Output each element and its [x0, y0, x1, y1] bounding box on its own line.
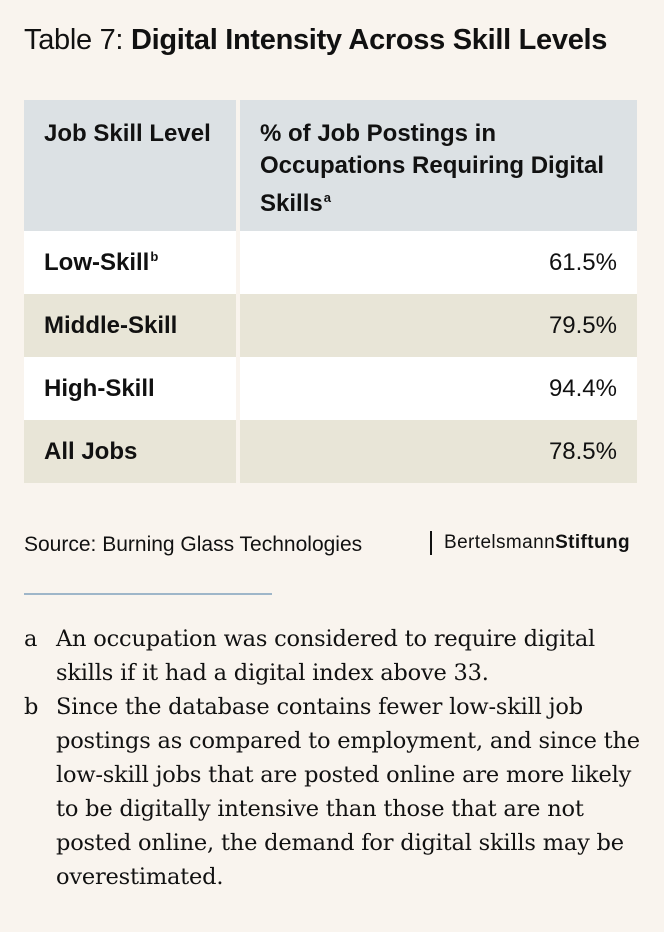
row-label: High-Skill	[24, 357, 238, 420]
row-label: Middle-Skill	[24, 294, 238, 357]
header-percent-postings: % of Job Postings in Occupations Requiri…	[236, 100, 637, 231]
row-value: 79.5%	[236, 294, 637, 357]
table-header-row: Job Skill Level % of Job Postings in Occ…	[24, 100, 637, 231]
row-label: Low-Skillb	[24, 231, 238, 294]
table-title: Table 7: Digital Intensity Across Skill …	[24, 24, 607, 57]
footnote-letter: a	[24, 626, 38, 652]
divider	[24, 593, 272, 595]
footnotes: a An occupation was considered to requir…	[24, 622, 644, 894]
footnote-text: An occupation was considered to require …	[56, 626, 596, 686]
footnote-b: b Since the database contains fewer low-…	[24, 690, 644, 894]
brand-part2: Stiftung	[555, 532, 631, 553]
table-row: High-Skill 94.4%	[24, 357, 637, 420]
footnote-letter: b	[24, 694, 39, 720]
brand-part1: Bertelsmann	[444, 532, 556, 553]
row-value: 61.5%	[236, 231, 637, 294]
table-title-main: Digital Intensity Across Skill Levels	[130, 24, 608, 56]
table-row: Middle-Skill 79.5%	[24, 294, 637, 357]
footnote-text: Since the database contains fewer low-sk…	[56, 694, 640, 890]
source-line: Source: Burning Glass Technologies	[24, 533, 363, 556]
data-table: Job Skill Level % of Job Postings in Occ…	[24, 100, 637, 483]
footnote-a: a An occupation was considered to requir…	[24, 622, 644, 690]
row-value: 78.5%	[236, 420, 637, 483]
row-value: 94.4%	[236, 357, 637, 420]
bertelsmann-logo: BertelsmannStiftung	[430, 531, 630, 555]
table-row: Low-Skillb 61.5%	[24, 231, 637, 294]
header-skill-level: Job Skill Level	[24, 100, 238, 231]
table-row: All Jobs 78.5%	[24, 420, 637, 483]
row-label: All Jobs	[24, 420, 238, 483]
footnote-marker-b: b	[150, 248, 159, 264]
footnote-marker-a: a	[323, 190, 331, 205]
table-title-prefix: Table 7:	[24, 24, 131, 56]
